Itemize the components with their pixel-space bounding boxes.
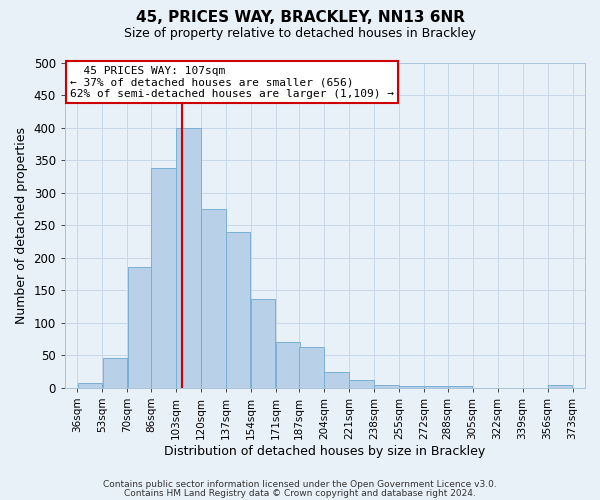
Bar: [226, 232, 250, 388]
Bar: [77, 382, 102, 388]
Bar: [325, 372, 349, 388]
Bar: [448, 386, 472, 388]
Bar: [201, 209, 226, 388]
Text: Contains HM Land Registry data © Crown copyright and database right 2024.: Contains HM Land Registry data © Crown c…: [124, 488, 476, 498]
X-axis label: Distribution of detached houses by size in Brackley: Distribution of detached houses by size …: [164, 444, 485, 458]
Bar: [374, 384, 399, 388]
Bar: [400, 386, 424, 388]
Bar: [151, 168, 176, 388]
Bar: [103, 358, 127, 388]
Text: Contains public sector information licensed under the Open Government Licence v3: Contains public sector information licen…: [103, 480, 497, 489]
Bar: [251, 300, 275, 388]
Bar: [128, 268, 152, 388]
Bar: [276, 342, 301, 388]
Text: 45, PRICES WAY, BRACKLEY, NN13 6NR: 45, PRICES WAY, BRACKLEY, NN13 6NR: [136, 10, 464, 25]
Text: Size of property relative to detached houses in Brackley: Size of property relative to detached ho…: [124, 28, 476, 40]
Bar: [176, 128, 200, 388]
Bar: [349, 380, 374, 388]
Bar: [548, 385, 572, 388]
Text: 45 PRICES WAY: 107sqm  
← 37% of detached houses are smaller (656)
62% of semi-d: 45 PRICES WAY: 107sqm ← 37% of detached …: [70, 66, 394, 99]
Bar: [424, 386, 449, 388]
Bar: [299, 348, 324, 388]
Y-axis label: Number of detached properties: Number of detached properties: [15, 126, 28, 324]
